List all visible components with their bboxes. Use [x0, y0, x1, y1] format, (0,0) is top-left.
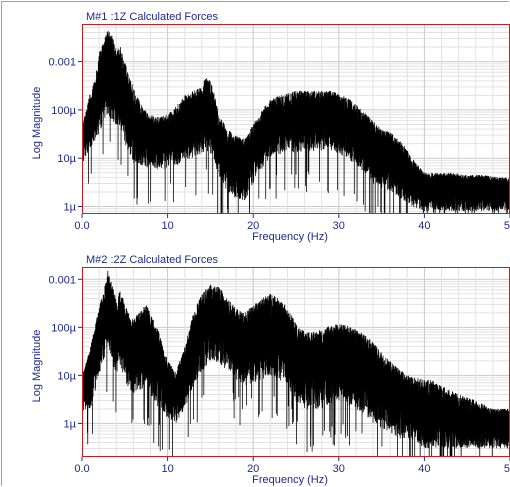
chart-panel-2: M#2 :2Z Calculated Forces 1µ 10µ 100µ 0.001 0… [31, 254, 510, 486]
x-tick-label: 20 [247, 220, 259, 232]
y-tick-label: 1µ [64, 418, 77, 430]
x-tick-label: 30 [333, 220, 345, 232]
y-tick-label: 0.001 [48, 57, 76, 69]
y-tick-label: 1µ [64, 202, 77, 214]
y-axis-label: Log Magnitude [31, 87, 43, 160]
chart-title: M#1 :1Z Calculated Forces [86, 11, 219, 23]
x-tick-label: 10 [161, 220, 173, 232]
y-tick-label: 100µ [51, 105, 76, 117]
x-axis-label: Frequency (Hz) [252, 474, 328, 486]
chart-panel-1: M#1 :1Z Calculated Forces 1µ 10µ 100µ 0.001 0… [31, 11, 510, 243]
y-tick-label: 10µ [57, 370, 76, 382]
series-line [82, 270, 510, 457]
x-tick-label: 30 [333, 463, 345, 475]
x-axis-label: Frequency (Hz) [252, 231, 328, 243]
y-tick-label: 0.001 [48, 274, 76, 286]
y-tick-label: 10µ [57, 153, 76, 165]
x-tick-label: 0.0 [74, 220, 89, 232]
x-tick-label: 50 [504, 463, 510, 475]
x-tick-label: 50 [504, 220, 510, 232]
x-tick-label: 20 [247, 463, 259, 475]
series-line [82, 30, 510, 214]
chart-title: M#2 :2Z Calculated Forces [86, 254, 219, 266]
x-tick-label: 40 [418, 220, 430, 232]
x-tick-label: 0.0 [74, 463, 89, 475]
y-axis-label: Log Magnitude [31, 330, 43, 403]
y-tick-label: 100µ [51, 322, 76, 334]
x-tick-label: 40 [418, 463, 430, 475]
x-tick-label: 10 [161, 463, 173, 475]
